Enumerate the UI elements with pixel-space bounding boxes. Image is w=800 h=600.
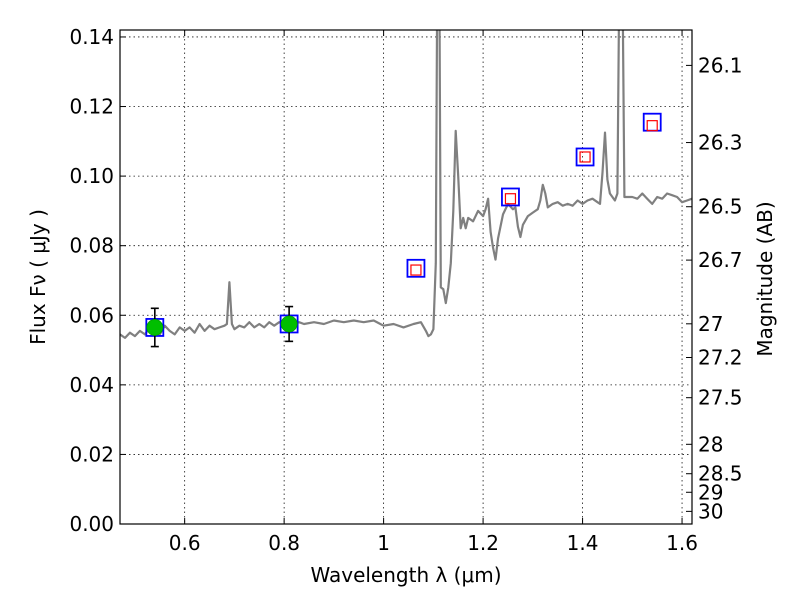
data-layer <box>120 30 692 348</box>
y-tick-label: 0.04 <box>69 373 114 397</box>
right-tick-label: 26.7 <box>698 248 743 272</box>
right-tick-label: 28 <box>698 432 723 456</box>
upper-limit-square <box>410 264 422 276</box>
grid <box>120 30 692 524</box>
x-tick-label: 1 <box>377 531 390 555</box>
spectrum-line <box>120 30 692 339</box>
y-tick-label: 0.08 <box>69 234 114 258</box>
x-tick-label: 1.6 <box>666 531 698 555</box>
observed-point <box>280 315 298 333</box>
x-tick-label: 0.8 <box>268 531 300 555</box>
y-tick-label: 0.02 <box>69 442 114 466</box>
right-tick-label: 26.5 <box>698 195 743 219</box>
upper-limit-square <box>646 120 658 132</box>
right-tick-label: 28.5 <box>698 462 743 486</box>
x-tick-label: 1.4 <box>567 531 599 555</box>
right-tick-label: 29 <box>698 480 723 504</box>
ticks: 0.6 0.8 1 1.2 1.4 1.6 0.00 0.02 0.04 0.06 0.08 0.10… <box>69 25 742 555</box>
model-flux-square <box>575 147 595 167</box>
right-tick-label: 26.3 <box>698 131 743 155</box>
y-tick-label: 0.06 <box>69 303 114 327</box>
x-axis-label: Wavelength λ (μm) <box>310 563 501 587</box>
model-flux-square <box>501 187 520 207</box>
right-axis-label: Magnitude (AB) <box>753 201 777 356</box>
y-tick-label: 0.12 <box>69 95 114 119</box>
model-flux-square <box>642 112 662 132</box>
x-tick-label: 0.6 <box>169 531 201 555</box>
y-tick-label: 0.00 <box>69 512 114 536</box>
right-tick-label: 27.5 <box>698 386 743 410</box>
y-tick-label: 0.14 <box>69 25 114 49</box>
plot-frame <box>119 29 693 525</box>
right-tick-label: 27 <box>698 312 723 336</box>
observed-point <box>146 319 164 336</box>
model-flux-square <box>406 258 426 278</box>
right-tick-label: 30 <box>698 499 723 523</box>
y-tick-label: 0.10 <box>69 164 114 188</box>
right-tick-label: 27.2 <box>698 345 743 369</box>
upper-limit-square <box>579 151 591 163</box>
right-tick-label: 26.1 <box>698 53 743 77</box>
upper-limit-square <box>504 193 517 205</box>
y-axis-label: Flux Fν ( μJy ) <box>26 209 50 345</box>
x-tick-label: 1.2 <box>467 531 499 555</box>
